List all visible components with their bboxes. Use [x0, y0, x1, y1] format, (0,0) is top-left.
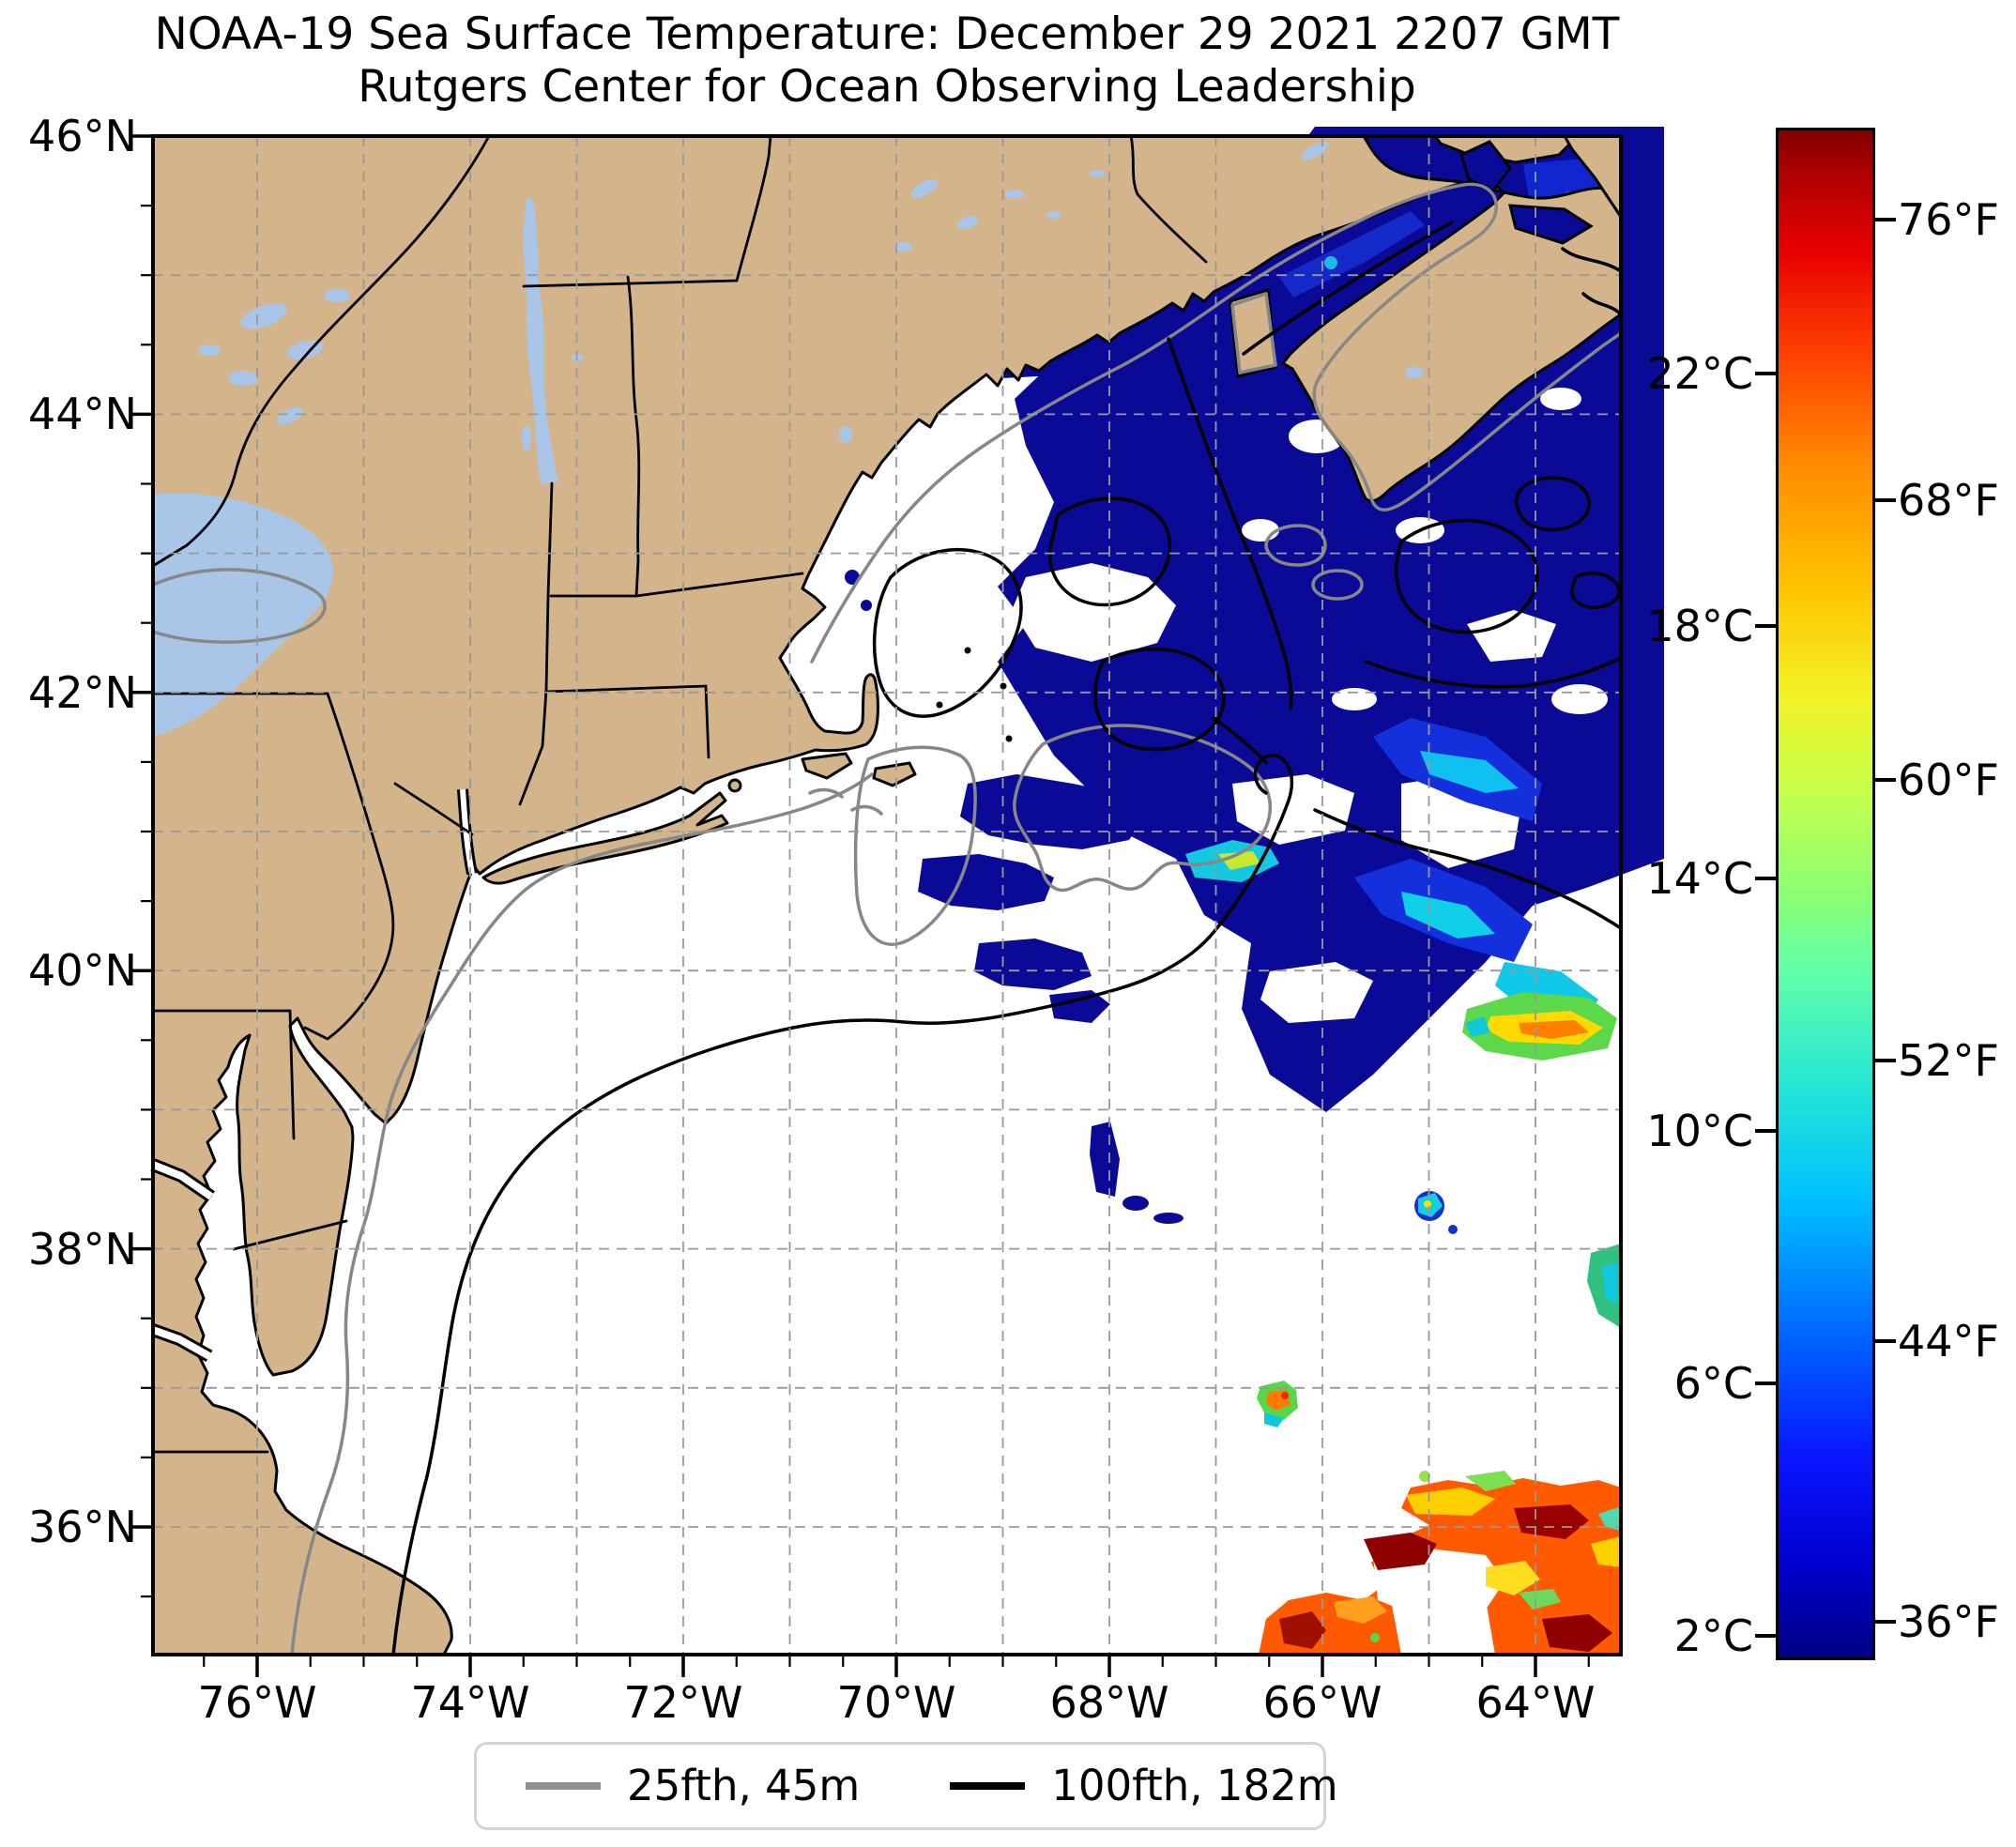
lat-tick-label: 46°N: [28, 111, 137, 161]
lat-tick-label: 42°N: [28, 666, 137, 718]
contour-25fth: [151, 182, 1623, 1656]
colorbar-label-fahrenheit: 68°F: [1898, 474, 1999, 526]
legend-line-swatch: [950, 1782, 1026, 1790]
lon-tick-label: 76°W: [197, 1677, 317, 1728]
colorbar-tick-celsius: [1755, 372, 1776, 376]
title-line-2: Rutgers Center for Ocean Observing Leade…: [358, 61, 1416, 113]
colorbar-label-celsius: 10°C: [1646, 1105, 1753, 1156]
rivers: [150, 788, 478, 1363]
colorbar-label-fahrenheit: 36°F: [1898, 1595, 1999, 1647]
colorbar-label-celsius: 22°C: [1646, 348, 1753, 400]
lat-tick-label: 38°N: [28, 1223, 137, 1275]
lat-tick-label: 40°N: [28, 945, 137, 997]
lon-tick-label: 68°W: [1049, 1677, 1169, 1728]
colorbar-label-celsius: 14°C: [1646, 853, 1753, 905]
sst-warm-layer: [1259, 1471, 1621, 1655]
legend-item: 25fth, 45m: [526, 1763, 860, 1809]
colorbar-tick-celsius: [1755, 624, 1776, 629]
colorbar-label-celsius: 18°C: [1646, 601, 1753, 652]
colorbar-label-fahrenheit: 52°F: [1898, 1035, 1999, 1087]
colorbar-label-fahrenheit: 60°F: [1898, 755, 1999, 806]
colorbar-label-celsius: 6°C: [1673, 1357, 1753, 1409]
colorbar-tick-fahrenheit: [1875, 1339, 1896, 1344]
colorbar-tick-celsius: [1755, 1128, 1776, 1133]
gridlines: [153, 136, 1621, 1655]
lon-tick-label: 70°W: [836, 1677, 956, 1728]
chignecto-bay: [1459, 140, 1512, 192]
sst-isolated-features: [1257, 1191, 1458, 1427]
legend-line-swatch: [526, 1782, 601, 1790]
map-frame: [151, 134, 1623, 1656]
colorbar-tick-celsius: [1755, 1633, 1776, 1638]
sst-map: [130, 127, 1664, 1677]
colorbar-tick-fahrenheit: [1875, 1059, 1896, 1063]
nantucket: [872, 761, 917, 787]
marthas-vineyard: [801, 752, 853, 780]
lon-tick-label: 72°W: [623, 1677, 743, 1728]
contour-100fth: [391, 221, 1623, 1656]
borders-layer: [151, 134, 1208, 1454]
axis-ticks: [130, 134, 1590, 1677]
lat-tick-label: 44°N: [28, 389, 137, 440]
legend-label: 100fth, 182m: [1051, 1761, 1338, 1810]
minas-basin: [1508, 204, 1594, 245]
colorbar-tick-celsius: [1755, 1381, 1776, 1385]
colorbar-tick-fahrenheit: [1875, 217, 1896, 221]
lon-tick-label: 64°W: [1475, 1677, 1596, 1728]
lon-tick-label: 66°W: [1262, 1677, 1382, 1728]
colorbar-tick-fahrenheit: [1875, 1619, 1896, 1624]
temperature-colorbar: [1776, 128, 1875, 1660]
lat-tick-label: 36°N: [28, 1502, 137, 1552]
colorbar-label-fahrenheit: 76°F: [1898, 193, 1999, 245]
lon-tick-label: 74°W: [410, 1677, 530, 1728]
colorbar-tick-celsius: [1755, 877, 1776, 881]
colorbar-tick-fahrenheit: [1875, 778, 1896, 783]
lake-champlain: [523, 198, 558, 485]
title-line-1: NOAA-19 Sea Surface Temperature: Decembe…: [154, 8, 1620, 60]
grand-manan: [1229, 288, 1277, 378]
legend-item: 100fth, 182m: [950, 1761, 1338, 1810]
block-island: [727, 778, 742, 793]
bathymetry-legend: 25fth, 45m 100fth, 182m: [474, 1742, 1338, 1830]
legend-label: 25fth, 45m: [627, 1761, 861, 1810]
land-layer: [150, 134, 1623, 1656]
colorbar-label-fahrenheit: 44°F: [1898, 1316, 1999, 1367]
colorbar-label-celsius: 2°C: [1673, 1610, 1753, 1661]
colorbar-tick-fahrenheit: [1875, 497, 1896, 502]
